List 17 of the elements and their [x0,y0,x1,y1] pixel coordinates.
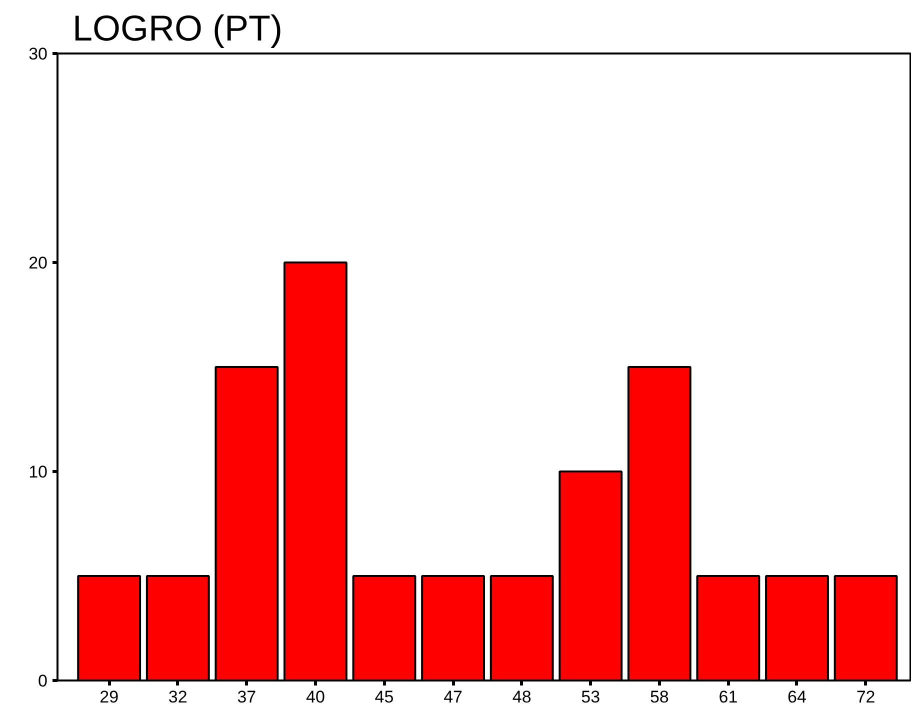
x-tick-label: 37 [237,688,256,706]
x-tick-label: 47 [444,688,463,706]
x-tick-label: 32 [168,688,188,706]
x-tick-label: 45 [374,688,394,706]
y-tick-label: 20 [28,254,48,272]
y-tick-label: 0 [38,672,48,690]
x-tick-label: 64 [788,688,806,706]
x-tick-label: 61 [718,688,738,706]
x-tick-label: 72 [856,688,876,706]
x-tick-label: 40 [306,688,325,706]
x-tick-label: 58 [650,688,669,706]
chart-title: LOGRO (PT) [72,8,283,48]
y-tick-label: 30 [28,44,48,64]
x-tick-label: 53 [581,688,600,706]
y-tick-label: 10 [28,462,48,482]
x-tick-label: 29 [100,688,119,706]
x-tick-label: 48 [512,688,532,706]
